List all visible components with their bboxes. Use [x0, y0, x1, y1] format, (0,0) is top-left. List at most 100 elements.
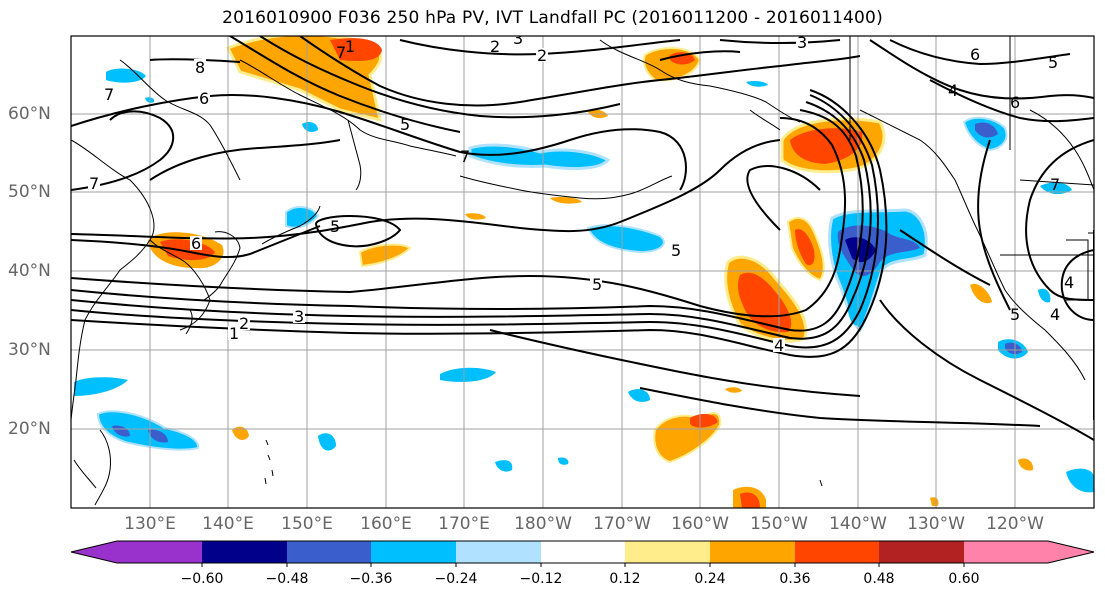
contour-label: 5: [1048, 53, 1058, 72]
map-title: 2016010900 F036 250 hPa PV, IVT Landfall…: [222, 8, 883, 28]
contour-label: 7: [89, 174, 99, 193]
lon-label: 150°W: [750, 514, 808, 534]
positive-anomaly: [358, 243, 412, 268]
negative-anomaly: [74, 377, 128, 396]
colorbar-tick-label: −0.60: [180, 571, 224, 587]
negative-anomaly: [148, 429, 168, 443]
negative-anomaly: [558, 457, 569, 465]
positive-anomaly: [725, 387, 742, 393]
lat-label: 40°N: [8, 261, 51, 281]
positive-anomaly: [465, 213, 486, 220]
lat-label: 20°N: [8, 419, 51, 439]
colorbar-segment: [287, 541, 371, 563]
negative-anomaly: [468, 143, 611, 170]
colorbar-tick-label: −0.12: [519, 571, 563, 587]
positive-anomaly: [740, 492, 760, 508]
colorbar: [70, 540, 1095, 567]
lon-label: 160°W: [671, 514, 729, 534]
lon-label: 170°W: [593, 514, 651, 534]
positive-anomaly: [790, 128, 863, 164]
colorbar-segment: [625, 541, 710, 563]
contour-label: 5: [400, 115, 410, 134]
colorbar-tick-label: 0.24: [694, 571, 726, 587]
lat-label: 60°N: [8, 104, 51, 124]
contour-label: 7: [1050, 175, 1060, 194]
contour-label: 6: [1010, 93, 1020, 112]
positive-anomaly: [232, 426, 249, 440]
colorbar-segment: [456, 541, 541, 563]
contour-label: 4: [1050, 305, 1060, 324]
negative-anomaly: [746, 81, 768, 87]
contour-label: 8: [195, 58, 205, 77]
positive-anomaly: [1018, 458, 1034, 471]
contour-label: 5: [1010, 305, 1020, 324]
contour-label: 4: [1064, 273, 1074, 292]
lat-label: 50°N: [8, 182, 51, 202]
negative-anomaly: [1040, 182, 1072, 195]
contour-label: 7: [460, 147, 470, 166]
contour-labels: 1 2 3 4 5 6 7 8 3 2 6 7 5 4 7 5 6: [88, 29, 1074, 355]
map-frame: [70, 35, 1095, 509]
contour-label: 3: [797, 33, 807, 52]
negative-anomaly: [96, 410, 200, 451]
map-background: [71, 36, 1094, 508]
colorbar-tick-label: 0.48: [863, 571, 895, 587]
lon-label: 170°E: [438, 514, 490, 534]
colorbar-tick-label: 0.36: [779, 571, 811, 587]
contour-label: 5: [592, 275, 602, 294]
contour-label: 2: [490, 37, 500, 56]
positive-anomaly: [737, 272, 792, 333]
lon-label: 150°E: [281, 514, 333, 534]
contour-label: 1: [345, 37, 355, 56]
negative-anomaly: [106, 68, 146, 83]
contour-label: 6: [970, 45, 980, 64]
lon-label: 160°E: [360, 514, 412, 534]
contour-label: 7: [336, 43, 346, 62]
positive-anomaly: [330, 38, 382, 61]
contour-label: 2: [239, 314, 249, 333]
negative-anomaly: [586, 224, 665, 254]
positive-anomaly: [795, 229, 815, 266]
colorbar-segment: [964, 541, 1048, 563]
negative-anomaly: [318, 433, 336, 451]
contour-label: 4: [948, 81, 958, 100]
colorbar-segment: [710, 541, 795, 563]
coastlines: [71, 36, 1094, 506]
positive-anomaly: [690, 413, 718, 428]
contour-label: 1: [229, 324, 239, 343]
contour-label: 5: [330, 217, 340, 236]
lon-label: 140°W: [829, 514, 887, 534]
colorbar-tick-label: −0.36: [349, 571, 393, 587]
colorbar-segment: [371, 541, 456, 563]
negative-anomaly: [1005, 342, 1022, 355]
negative-anomaly: [848, 298, 865, 326]
negative-anomaly: [285, 206, 320, 229]
negative-anomaly: [112, 425, 130, 437]
negative-anomaly: [628, 389, 650, 402]
colorbar-segment: [202, 541, 287, 563]
colorbar-tick-label: 0.12: [609, 571, 641, 587]
contour-label: 3: [513, 29, 523, 48]
negative-anomaly: [495, 460, 513, 472]
negative-anomaly: [440, 367, 496, 382]
negative-anomaly: [1066, 468, 1094, 493]
colorbar-tick-label: 0.60: [948, 571, 980, 587]
contour-label: 3: [294, 307, 304, 326]
contour-label: 2: [537, 46, 547, 65]
lon-label: 140°E: [202, 514, 254, 534]
contour-label: 5: [671, 241, 681, 260]
negative-anomaly: [302, 122, 318, 132]
lon-label: 180°W: [514, 514, 572, 534]
colorbar-segment: [879, 541, 964, 563]
colorbar-segment: [795, 541, 879, 563]
negative-anomaly: [1038, 288, 1051, 303]
contour-label: 7: [104, 85, 114, 104]
lat-label: 30°N: [8, 340, 51, 360]
colorbar-segment: [117, 541, 202, 563]
negative-anomaly: [975, 122, 998, 138]
colorbar-extend-high: [1048, 541, 1094, 563]
colorbar-segment: [541, 541, 625, 563]
colorbar-tick-label: −0.48: [265, 571, 309, 587]
lon-label: 120°W: [986, 514, 1044, 534]
